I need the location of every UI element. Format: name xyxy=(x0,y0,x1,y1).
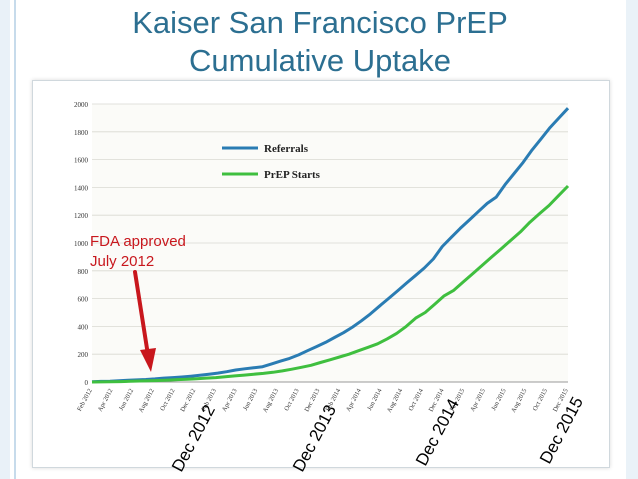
annotation-arrow-head xyxy=(140,348,156,372)
left-decorative-bar xyxy=(0,0,10,479)
legend-label: PrEP Starts xyxy=(264,169,321,181)
x-tick-label: Aug 2015 xyxy=(510,388,528,414)
x-tick-label: Feb 2012 xyxy=(76,388,94,413)
x-tick-label: Apr 2012 xyxy=(97,388,115,413)
annotation-line-1: FDA approved xyxy=(90,233,186,250)
y-tick-label: 2000 xyxy=(74,101,89,109)
x-tick-label: Jun 2014 xyxy=(366,387,384,412)
annotation-line-2: July 2012 xyxy=(90,253,155,270)
chart-border xyxy=(32,80,610,468)
x-tick-label: Dec 2012 xyxy=(179,388,197,413)
slide-title: Kaiser San Francisco PrEP Cumulative Upt… xyxy=(40,4,600,80)
x-tick-label: Apr 2013 xyxy=(221,388,239,413)
legend-label: Referrals xyxy=(264,143,309,155)
y-tick-label: 1400 xyxy=(74,184,89,192)
title-line-1: Kaiser San Francisco PrEP xyxy=(132,5,508,40)
y-tick-label: 600 xyxy=(78,296,89,304)
x-tick-label: Jun 2012 xyxy=(118,388,135,412)
y-tick-label: 800 xyxy=(78,268,89,276)
y-tick-label: 200 xyxy=(78,351,89,359)
x-tick-label: Jun 2013 xyxy=(242,388,259,412)
x-tick-label: Aug 2014 xyxy=(386,387,405,414)
y-tick-label: 1800 xyxy=(74,129,89,137)
x-tick-label: Jun 2015 xyxy=(490,388,507,412)
annotation-arrow-shaft xyxy=(133,270,150,357)
x-tick-label: Aug 2012 xyxy=(138,388,156,414)
x-tick-label: Oct 2015 xyxy=(532,388,549,412)
y-tick-label: 0 xyxy=(85,379,89,387)
y-tick-label: 1600 xyxy=(74,157,89,165)
y-tick-label: 400 xyxy=(78,323,89,331)
right-decorative-bar xyxy=(626,0,638,479)
x-tick-label: Oct 2012 xyxy=(159,388,176,412)
series-line-prep-starts xyxy=(91,184,570,384)
series-line-referrals xyxy=(91,107,570,384)
x-tick-label: Apr 2014 xyxy=(345,387,363,413)
title-line-2: Cumulative Uptake xyxy=(189,43,451,78)
x-tick-label: Oct 2014 xyxy=(407,387,425,412)
y-tick-label: 1200 xyxy=(74,212,89,220)
fda-annotation: FDA approved July 2012 xyxy=(90,232,240,272)
x-tick-label: Oct 2013 xyxy=(283,388,300,412)
x-tick-label: Apr 2015 xyxy=(469,388,487,413)
x-tick-label: Aug 2013 xyxy=(262,388,280,414)
left-decorative-line xyxy=(14,0,16,479)
y-tick-label: 1000 xyxy=(74,240,89,248)
